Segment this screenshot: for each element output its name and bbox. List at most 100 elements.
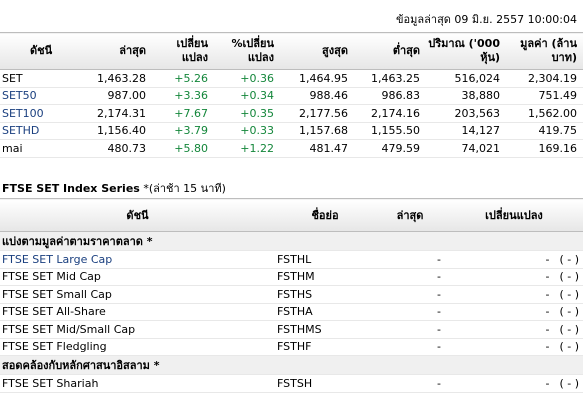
low-value: 1,155.50 [354, 122, 426, 140]
low-value: 2,174.16 [354, 104, 426, 123]
volume-value: 14,127 [426, 122, 506, 140]
table-row: FTSE SET Mid Cap FSTHM - -( - ) [0, 268, 583, 286]
table-row: FTSE SET Large Cap FSTHL - -( - ) [0, 250, 583, 269]
ftse-change: - [545, 376, 550, 390]
high-value: 1,464.95 [280, 69, 354, 88]
turnover-value: 169.16 [506, 139, 583, 158]
ftse-pct-change: ( - ) [559, 252, 579, 266]
table-header-row: ดัชนี ชื่อย่อ ล่าสุด เปลี่ยนแปลง [0, 198, 583, 232]
high-value: 481.47 [280, 139, 354, 158]
volume-value: 74,021 [426, 139, 506, 158]
ftse-delay-note: *(ล่าช้า 15 นาที) [143, 182, 226, 195]
table-row: mai 480.73 +5.80 +1.22 481.47 479.59 74,… [0, 139, 583, 158]
ftse-section-title: FTSE SET Index Series [2, 182, 140, 195]
volume-value: 516,024 [426, 69, 506, 88]
col-header-last: ล่าสุด [375, 198, 445, 232]
index-summary-table: ดัชนี ล่าสุด เปลี่ยน แปลง %เปลี่ยน แปลง … [0, 32, 583, 158]
ftse-index-name: FTSE SET All-Share [0, 303, 275, 321]
ftse-change: - [545, 252, 550, 266]
index-link-sethd[interactable]: SETHD [0, 122, 80, 140]
ftse-change: - [545, 305, 550, 319]
col-header-change: เปลี่ยน แปลง [152, 32, 214, 70]
col-header-value: มูลค่า (ล้านบาท) [506, 32, 583, 70]
ftse-section-heading: FTSE SET Index Series *(ล่าช้า 15 นาที) [2, 179, 226, 197]
ftse-last: - [375, 338, 445, 356]
ftse-pct-change: ( - ) [559, 376, 579, 390]
table-row: FTSE SET All-Share FSTHA - -( - ) [0, 303, 583, 321]
group-row: แบ่งตามมูลค่าตามราคาตลาด * [0, 231, 583, 251]
table-row: FTSE SET Small Cap FSTHS - -( - ) [0, 285, 583, 304]
col-header-pct-change: %เปลี่ยน แปลง [214, 32, 280, 70]
ftse-index-name: FTSE SET Shariah [0, 374, 275, 393]
col-header-change: เปลี่ยนแปลง [445, 198, 583, 232]
ftse-change-cell: -( - ) [445, 268, 583, 286]
ftse-last: - [375, 250, 445, 269]
col-header-volume: ปริมาณ ('000 หุ้น) [426, 32, 506, 70]
ftse-last: - [375, 303, 445, 321]
col-header-last: ล่าสุด [80, 32, 152, 70]
col-header-index: ดัชนี [0, 198, 275, 232]
ftse-symbol: FSTHL [275, 250, 375, 269]
table-header-row: ดัชนี ล่าสุด เปลี่ยน แปลง %เปลี่ยน แปลง … [0, 32, 583, 70]
change-value: +3.79 [152, 122, 214, 140]
ftse-index-name: FTSE SET Fledgling [0, 338, 275, 356]
ftse-symbol: FSTHMS [275, 320, 375, 339]
table-row: FTSE SET Mid/Small Cap FSTHMS - -( - ) [0, 320, 583, 339]
change-value: +5.26 [152, 69, 214, 88]
ftse-change: - [545, 270, 550, 284]
index-name: SET [0, 69, 80, 88]
table-row: SET100 2,174.31 +7.67 +0.35 2,177.56 2,1… [0, 104, 583, 123]
ftse-pct-change: ( - ) [559, 340, 579, 354]
last-value: 2,174.31 [80, 104, 152, 123]
table-row: SET 1,463.28 +5.26 +0.36 1,464.95 1,463.… [0, 69, 583, 88]
index-link-set50[interactable]: SET50 [0, 87, 80, 105]
last-value: 987.00 [80, 87, 152, 105]
ftse-pct-change: ( - ) [559, 305, 579, 319]
ftse-symbol: FSTHF [275, 338, 375, 356]
ftse-index-name: FTSE SET Mid Cap [0, 268, 275, 286]
last-update-timestamp: ข้อมูลล่าสุด 09 มิ.ย. 2557 10:00:04 [396, 13, 577, 26]
pct-change-value: +0.36 [214, 69, 280, 88]
high-value: 2,177.56 [280, 104, 354, 123]
pct-change-value: +0.35 [214, 104, 280, 123]
ftse-change-cell: -( - ) [445, 320, 583, 339]
low-value: 986.83 [354, 87, 426, 105]
pct-change-value: +0.33 [214, 122, 280, 140]
index-link-set100[interactable]: SET100 [0, 104, 80, 123]
ftse-last: - [375, 320, 445, 339]
change-value: +7.67 [152, 104, 214, 123]
table-row: SETHD 1,156.40 +3.79 +0.33 1,157.68 1,15… [0, 122, 583, 140]
index-name: mai [0, 139, 80, 158]
ftse-pct-change: ( - ) [559, 322, 579, 336]
group-label-market-cap: แบ่งตามมูลค่าตามราคาตลาด * [0, 231, 583, 251]
volume-value: 38,880 [426, 87, 506, 105]
ftse-index-name: FTSE SET Small Cap [0, 285, 275, 304]
ftse-symbol: FSTHM [275, 268, 375, 286]
turnover-value: 751.49 [506, 87, 583, 105]
volume-value: 203,563 [426, 104, 506, 123]
ftse-symbol: FSTHS [275, 285, 375, 304]
ftse-change-cell: -( - ) [445, 285, 583, 304]
ftse-change-cell: -( - ) [445, 250, 583, 269]
ftse-index-table: ดัชนี ชื่อย่อ ล่าสุด เปลี่ยนแปลง แบ่งตาม… [0, 198, 583, 393]
table-row: SET50 987.00 +3.36 +0.34 988.46 986.83 3… [0, 87, 583, 105]
ftse-index-link-large-cap[interactable]: FTSE SET Large Cap [0, 250, 275, 269]
col-header-index: ดัชนี [0, 32, 80, 70]
change-value: +3.36 [152, 87, 214, 105]
ftse-change: - [545, 322, 550, 336]
pct-change-value: +0.34 [214, 87, 280, 105]
ftse-change-cell: -( - ) [445, 303, 583, 321]
ftse-change: - [545, 287, 550, 301]
change-value: +5.80 [152, 139, 214, 158]
group-label-shariah: สอดคล้องกับหลักศาสนาอิสลาม * [0, 355, 583, 375]
low-value: 479.59 [354, 139, 426, 158]
turnover-value: 1,562.00 [506, 104, 583, 123]
ftse-symbol: FSTHA [275, 303, 375, 321]
table-row: FTSE SET Shariah FSTSH - -( - ) [0, 374, 583, 393]
last-value: 480.73 [80, 139, 152, 158]
ftse-change-cell: -( - ) [445, 338, 583, 356]
ftse-last: - [375, 268, 445, 286]
turnover-value: 2,304.19 [506, 69, 583, 88]
ftse-change-cell: -( - ) [445, 374, 583, 393]
ftse-pct-change: ( - ) [559, 287, 579, 301]
